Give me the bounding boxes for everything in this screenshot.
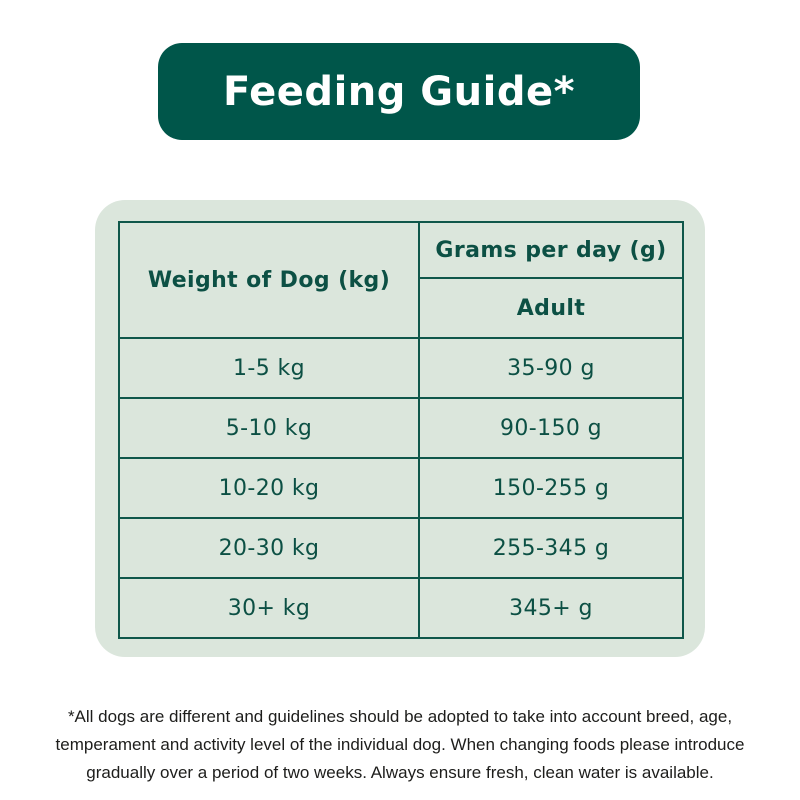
table-header-row: Weight of Dog (kg) Grams per day (g): [118, 221, 684, 339]
grams-cell: 150-255 g: [418, 457, 684, 519]
feeding-table: Weight of Dog (kg) Grams per day (g) Adu…: [118, 221, 684, 639]
grams-cell: 35-90 g: [418, 337, 684, 399]
footnote: *All dogs are different and guidelines s…: [55, 707, 745, 783]
table-row: 1-5 kg 35-90 g: [118, 337, 684, 399]
weight-cell: 10-20 kg: [118, 457, 420, 519]
weight-cell: 20-30 kg: [118, 517, 420, 579]
adult-subheader: Adult: [418, 277, 684, 339]
table-row: 10-20 kg 150-255 g: [118, 457, 684, 519]
weight-column-header: Weight of Dog (kg): [118, 221, 420, 339]
page-title: Feeding Guide*: [222, 68, 576, 115]
title-banner: Feeding Guide*: [158, 43, 640, 140]
weight-cell: 1-5 kg: [118, 337, 420, 399]
weight-cell: 5-10 kg: [118, 397, 420, 459]
weight-cell: 30+ kg: [118, 577, 420, 639]
grams-column-header: Grams per day (g): [418, 221, 684, 279]
grams-cell: 345+ g: [418, 577, 684, 639]
table-row: 30+ kg 345+ g: [118, 577, 684, 639]
table-row: 20-30 kg 255-345 g: [118, 517, 684, 579]
table-subheader-row: Adult: [119, 277, 684, 339]
table-panel: Weight of Dog (kg) Grams per day (g) Adu…: [95, 200, 705, 657]
grams-cell: 90-150 g: [418, 397, 684, 459]
table-row: 5-10 kg 90-150 g: [118, 397, 684, 459]
grams-cell: 255-345 g: [418, 517, 684, 579]
